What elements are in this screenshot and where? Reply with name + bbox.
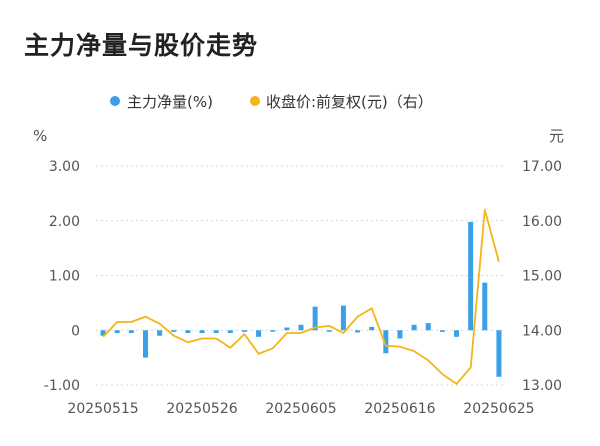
right-tick-label: 16.00 xyxy=(522,214,562,230)
left-tick-label: -1.00 xyxy=(44,378,80,394)
x-tick-label: 20250616 xyxy=(364,401,435,417)
bar xyxy=(213,330,219,333)
bar xyxy=(312,306,318,331)
bar-series xyxy=(100,221,502,377)
x-tick-label: 20250605 xyxy=(265,401,336,417)
bar xyxy=(298,324,304,331)
x-tick-label: 20250625 xyxy=(463,401,534,417)
gridlines xyxy=(96,165,506,386)
bar xyxy=(340,305,346,331)
bar xyxy=(383,330,389,354)
bar xyxy=(369,326,375,331)
left-tick-label: 0 xyxy=(71,323,80,339)
bar xyxy=(128,330,134,333)
bar xyxy=(157,330,163,336)
legend-bar-label: 主力净量(%) xyxy=(127,93,213,111)
bar xyxy=(142,330,148,358)
bar xyxy=(114,330,120,333)
bar xyxy=(439,330,445,332)
bar xyxy=(185,330,191,333)
legend-bar-marker xyxy=(110,96,120,106)
right-tick-label: 15.00 xyxy=(522,269,562,285)
bar xyxy=(397,330,403,339)
bar xyxy=(284,327,290,331)
bar xyxy=(468,221,474,331)
bar xyxy=(171,330,177,332)
bar xyxy=(326,330,332,332)
left-axis-unit: % xyxy=(33,127,47,145)
right-tick-label: 17.00 xyxy=(522,159,562,175)
x-axis-ticks: 20250515 20250526 20250605 20250616 20250625 xyxy=(67,401,534,417)
bar xyxy=(454,330,460,337)
bar xyxy=(270,330,276,332)
bar xyxy=(241,330,247,332)
left-tick-label: 3.00 xyxy=(49,159,80,175)
x-tick-label: 20250526 xyxy=(166,401,237,417)
bar xyxy=(482,282,488,331)
bar xyxy=(425,323,431,331)
x-tick-label: 20250515 xyxy=(67,401,138,417)
legend-line-label: 收盘价:前复权(元)（右） xyxy=(266,93,433,111)
bar xyxy=(411,324,417,331)
left-tick-label: 2.00 xyxy=(49,214,80,230)
line-series xyxy=(102,208,500,385)
right-tick-label: 14.00 xyxy=(522,323,562,339)
bar xyxy=(227,330,233,333)
chart-title: 主力净量与股价走势 xyxy=(24,31,259,60)
bar xyxy=(100,330,106,336)
right-tick-label: 13.00 xyxy=(522,378,562,394)
price-line xyxy=(102,208,500,385)
left-tick-label: 1.00 xyxy=(49,269,80,285)
right-axis-ticks: 17.00 16.00 15.00 14.00 13.00 xyxy=(522,159,562,394)
bar xyxy=(496,330,502,377)
bar xyxy=(256,330,262,337)
right-axis-unit: 元 xyxy=(549,127,564,145)
left-axis-ticks: 3.00 2.00 1.00 0 -1.00 xyxy=(44,159,80,394)
bar xyxy=(199,330,205,333)
legend: 主力净量(%) 收盘价:前复权(元)（右） xyxy=(110,93,433,111)
legend-line-marker xyxy=(250,96,260,106)
bar xyxy=(355,330,361,333)
